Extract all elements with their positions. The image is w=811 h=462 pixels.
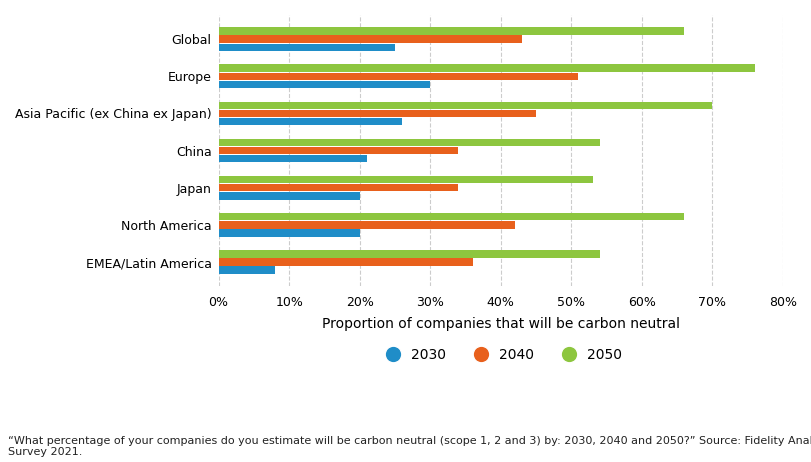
Bar [218, 221, 514, 229]
Bar [218, 36, 521, 43]
Bar [218, 44, 394, 51]
Legend: 2030, 2040, 2050: 2030, 2040, 2050 [374, 342, 627, 367]
X-axis label: Proportion of companies that will be carbon neutral: Proportion of companies that will be car… [321, 317, 679, 331]
Bar [218, 81, 430, 88]
Bar [218, 250, 599, 257]
Bar [218, 213, 684, 220]
Bar [218, 147, 458, 154]
Bar [218, 192, 359, 200]
Bar [218, 27, 684, 35]
Bar [218, 102, 711, 109]
Bar [218, 258, 472, 266]
Bar [218, 73, 577, 80]
Bar [218, 176, 592, 183]
Text: “What percentage of your companies do you estimate will be carbon neutral (scope: “What percentage of your companies do yo… [8, 436, 811, 457]
Bar [218, 139, 599, 146]
Bar [218, 118, 401, 125]
Bar [218, 184, 458, 191]
Bar [218, 267, 275, 274]
Bar [218, 65, 754, 72]
Bar [218, 155, 367, 163]
Bar [218, 110, 535, 117]
Bar [218, 229, 359, 237]
